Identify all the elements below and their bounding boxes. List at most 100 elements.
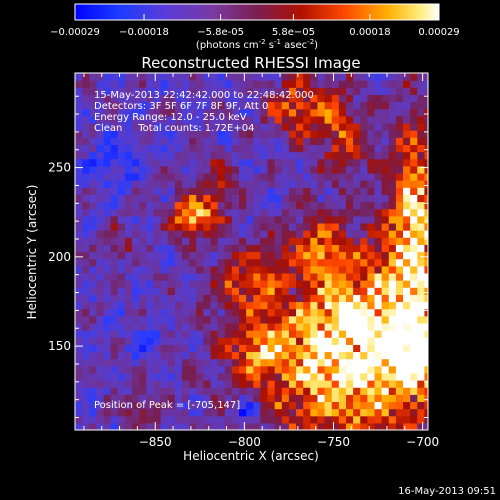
heatmap-pixel (153, 194, 162, 203)
heatmap-pixel (417, 351, 426, 360)
heatmap-pixel (395, 87, 404, 96)
heatmap-pixel (374, 208, 383, 217)
heatmap-pixel (381, 280, 390, 288)
heatmap-pixel (82, 358, 90, 367)
heatmap-pixel (303, 80, 311, 88)
heatmap-pixel (353, 165, 361, 174)
heatmap-pixel (310, 122, 319, 131)
heatmap-pixel (124, 344, 133, 353)
heatmap-pixel (82, 215, 90, 224)
heatmap-pixel (374, 87, 383, 96)
heatmap-pixel (253, 372, 262, 381)
heatmap-pixel (331, 287, 340, 295)
heatmap-pixel (146, 330, 155, 338)
heatmap-pixel (167, 394, 176, 403)
heatmap-pixel (338, 372, 347, 381)
heatmap-pixel (153, 208, 162, 217)
heatmap-pixel (146, 408, 155, 417)
heatmap-pixel (196, 115, 204, 124)
heatmap-pixel (96, 222, 105, 231)
heatmap-pixel (424, 215, 428, 224)
heatmap-pixel (110, 172, 119, 181)
heatmap-pixel (146, 244, 155, 253)
heatmap-pixel (239, 108, 247, 117)
heatmap-pixel (353, 172, 361, 181)
heatmap-pixel (246, 230, 254, 238)
heatmap-pixel (381, 265, 390, 274)
heatmap-pixel (288, 251, 297, 260)
heatmap-pixel (75, 194, 83, 203)
heatmap-pixel (353, 415, 361, 424)
heatmap-pixel (124, 415, 133, 424)
heatmap-pixel (103, 251, 112, 260)
heatmap-pixel (96, 258, 105, 267)
heatmap-pixel (89, 315, 97, 324)
heatmap-pixel (239, 422, 247, 430)
heatmap-pixel (82, 244, 90, 253)
heatmap-pixel (103, 387, 112, 395)
heatmap-pixel (103, 80, 112, 88)
heatmap-pixel (395, 401, 404, 410)
heatmap-pixel (303, 222, 311, 231)
heatmap-pixel (260, 208, 269, 217)
heatmap-pixel (203, 294, 212, 303)
heatmap-pixel (267, 172, 276, 181)
heatmap-pixel (395, 258, 404, 267)
heatmap-pixel (160, 265, 169, 274)
heatmap-pixel (82, 344, 90, 353)
heatmap-pixel (288, 337, 297, 345)
heatmap-pixel (231, 422, 240, 430)
heatmap-pixel (296, 372, 304, 381)
heatmap-pixel (324, 322, 333, 331)
heatmap-pixel (374, 365, 383, 374)
heatmap-pixel (210, 108, 219, 117)
heatmap-pixel (388, 172, 397, 181)
heatmap-pixel (338, 115, 347, 124)
heatmap-pixel (210, 308, 219, 317)
annotation-energy-range: Energy Range: 12.0 - 25.0 keV (94, 112, 247, 123)
heatmap-pixel (124, 294, 133, 303)
heatmap-pixel (388, 87, 397, 96)
heatmap-pixel (324, 415, 333, 424)
heatmap-pixel (210, 208, 219, 217)
heatmap-pixel (288, 272, 297, 281)
heatmap-pixel (231, 251, 240, 260)
heatmap-pixel (160, 201, 169, 210)
heatmap-pixel (424, 187, 428, 195)
heatmap-pixel (82, 365, 90, 374)
heatmap-pixel (139, 401, 147, 410)
heatmap-pixel (345, 308, 354, 317)
heatmap-pixel (132, 165, 140, 174)
heatmap-pixel (310, 222, 319, 231)
heatmap-pixel (189, 351, 197, 360)
heatmap-pixel (196, 187, 204, 195)
heatmap-pixel (267, 330, 276, 338)
heatmap-pixel (374, 344, 383, 353)
heatmap-pixel (331, 394, 340, 403)
heatmap-pixel (89, 137, 97, 145)
heatmap-pixel (367, 351, 376, 360)
heatmap-pixel (310, 215, 319, 224)
heatmap-pixel (317, 301, 326, 310)
heatmap-pixel (281, 80, 290, 88)
heatmap-pixel (174, 358, 183, 367)
heatmap-pixel (153, 401, 162, 410)
heatmap-pixel (410, 80, 418, 88)
heatmap-pixel (360, 322, 368, 331)
heatmap-pixel (189, 272, 197, 281)
heatmap-pixel (274, 351, 283, 360)
x-tick-label: −700 (406, 435, 439, 449)
heatmap-pixel (217, 280, 226, 288)
heatmap-pixel (75, 94, 83, 103)
heatmap-pixel (103, 180, 112, 188)
heatmap-pixel (367, 337, 376, 345)
heatmap-pixel (410, 101, 418, 110)
heatmap-pixel (96, 94, 105, 103)
heatmap-pixel (132, 301, 140, 310)
heatmap-pixel (181, 330, 190, 338)
heatmap-pixel (160, 415, 169, 424)
heatmap-pixel (381, 337, 390, 345)
heatmap-pixel (381, 401, 390, 410)
heatmap-pixel (89, 380, 97, 388)
heatmap-pixel (403, 301, 411, 310)
